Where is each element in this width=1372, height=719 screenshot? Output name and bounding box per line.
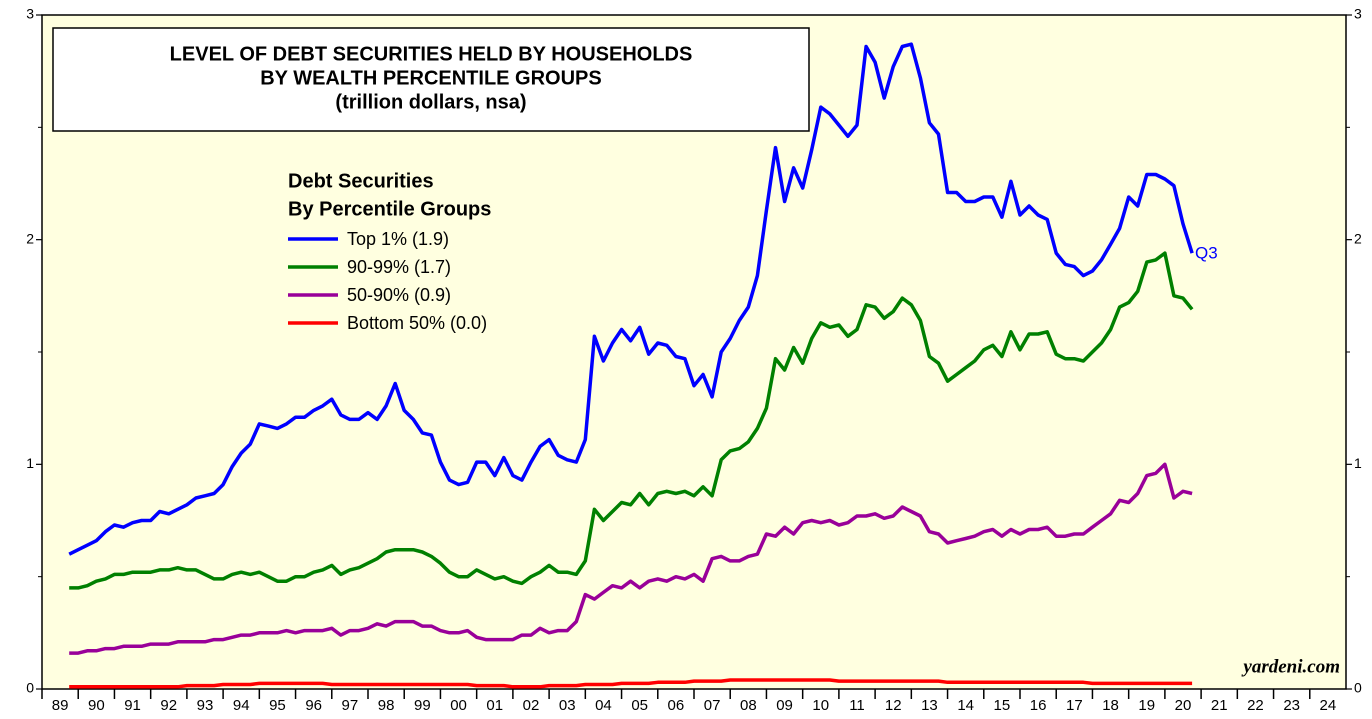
x-tick-label: 00 — [450, 697, 467, 714]
series-line — [69, 678, 1193, 689]
x-tick-label: 13 — [921, 697, 938, 714]
x-tick-label: 98 — [378, 697, 395, 714]
legend-label: Bottom 50% (0.0) — [347, 313, 487, 333]
x-tick-label: 15 — [994, 697, 1011, 714]
x-tick-label: 22 — [1247, 697, 1264, 714]
source: yardeni.com — [1241, 656, 1340, 677]
legend-label: Top 1% (1.9) — [347, 229, 449, 249]
x-tick-label: 05 — [631, 697, 648, 714]
x-tick-label: 06 — [668, 697, 685, 714]
y2-tick-label: 0 — [1354, 680, 1362, 696]
annotation: Q3 — [1195, 243, 1218, 262]
legend-title: Debt Securities By Percentile Groups — [288, 170, 491, 220]
x-tick-label: 11 — [849, 697, 865, 714]
series-line — [69, 251, 1194, 590]
title: LEVEL OF DEBT SECURITIES HELD BY HOUSEHO… — [170, 43, 693, 113]
y-tick-label: 0 — [26, 680, 34, 696]
legend-title-line: By Percentile Groups — [288, 198, 491, 220]
legend-title-line: Debt Securities — [288, 170, 434, 192]
x-tick-label: 17 — [1066, 697, 1083, 714]
x-tick-label: 12 — [885, 697, 902, 714]
y2-tick-label: 3 — [1354, 6, 1362, 22]
x-tick-label: 20 — [1175, 697, 1192, 714]
x-tick-label: 02 — [523, 697, 540, 714]
x-tick-label: 23 — [1283, 697, 1300, 714]
legend-label: 50-90% (0.9) — [347, 285, 451, 305]
x-tick-label: 89 — [52, 697, 69, 714]
x-tick-label: 92 — [160, 697, 177, 714]
x-tick-label: 01 — [486, 697, 503, 714]
x-tick-label: 24 — [1320, 697, 1337, 714]
x-tick-label: 97 — [342, 697, 359, 714]
x-tick-label: 18 — [1102, 697, 1119, 714]
y-tick-label: 3 — [26, 6, 34, 22]
title-line: BY WEALTH PERCENTILE GROUPS — [260, 67, 602, 89]
y2-tick-label: 2 — [1354, 230, 1362, 246]
x-tick-label: 99 — [414, 697, 431, 714]
x-tick-label: 10 — [812, 697, 829, 714]
y-tick-label: 2 — [26, 230, 34, 246]
x-tick-label: 07 — [704, 697, 721, 714]
x-tick-label: 14 — [957, 697, 974, 714]
x-tick-label: 94 — [233, 697, 250, 714]
series-line — [69, 462, 1193, 655]
x-tick-label: 93 — [197, 697, 214, 714]
x-tick-label: 21 — [1211, 697, 1228, 714]
x-tick-label: 19 — [1138, 697, 1155, 714]
title-line: (trillion dollars, nsa) — [335, 91, 526, 113]
y-tick-label: 1 — [26, 455, 34, 471]
title-line: LEVEL OF DEBT SECURITIES HELD BY HOUSEHO… — [170, 43, 693, 65]
x-tick-label: 16 — [1030, 697, 1047, 714]
series-line — [68, 42, 1194, 556]
x-tick-label: 04 — [595, 697, 612, 714]
x-tick-label: 96 — [305, 697, 322, 714]
y2-tick-label: 1 — [1354, 455, 1362, 471]
x-tick-label: 91 — [124, 697, 141, 714]
legend-label: 90-99% (1.7) — [347, 257, 451, 277]
title-box — [52, 27, 810, 132]
x-tick-label: 90 — [88, 697, 105, 714]
x-tick-label: 08 — [740, 697, 757, 714]
x-tick-label: 03 — [559, 697, 576, 714]
x-tick-label: 09 — [776, 697, 793, 714]
x-tick-label: 95 — [269, 697, 286, 714]
